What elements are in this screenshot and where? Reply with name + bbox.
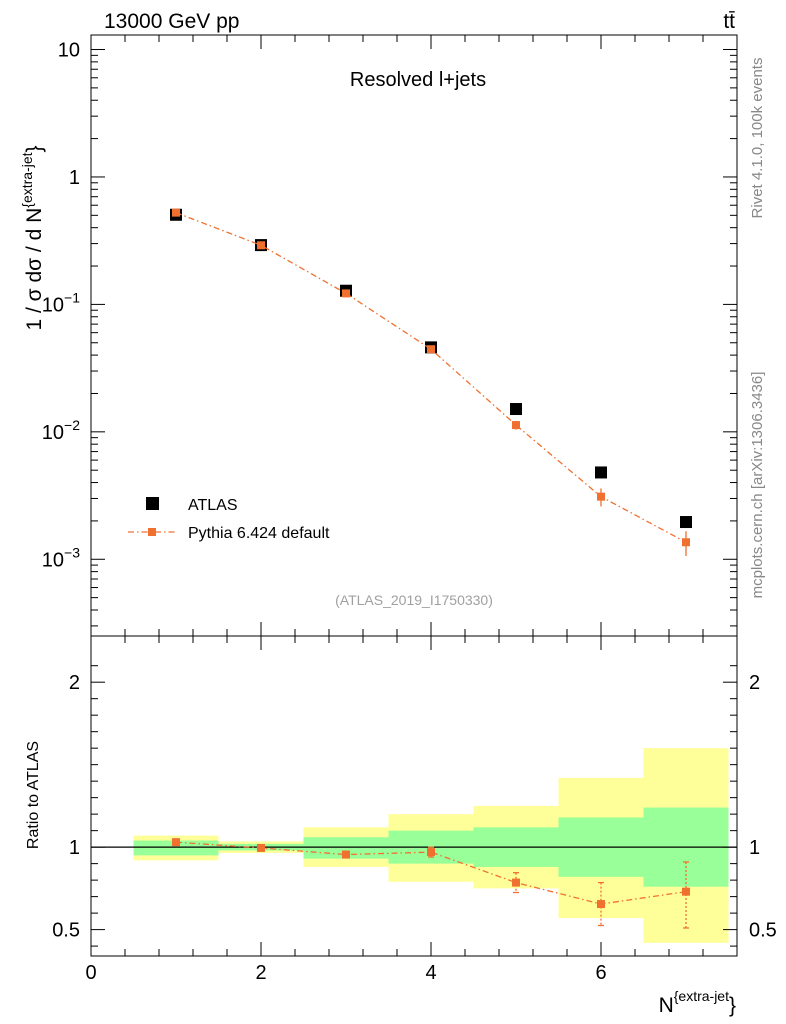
- ratio-axis-ticks: [90, 636, 737, 956]
- main-series: [170, 208, 692, 557]
- x-tick-label: 6: [595, 962, 606, 984]
- x-axis-label-suffix: }: [729, 994, 736, 1017]
- main-axis-ticks: [90, 35, 737, 636]
- x-tick-labels: 0 2 4 6: [85, 962, 606, 984]
- legend-pythia-label: Pythia 6.424 default: [188, 525, 330, 542]
- ratio-data-point: [257, 843, 265, 852]
- process-label: tt̄: [723, 10, 735, 33]
- pythia-data-point: [172, 208, 180, 217]
- tick-mantissa: 10: [42, 422, 64, 444]
- chart-title: Resolved l+jets: [350, 69, 486, 91]
- main-y-tick-label: 10−3: [42, 544, 80, 571]
- analysis-watermark: (ATLAS_2019_I1750330): [335, 592, 493, 608]
- mcplots-label: mcplots.cern.ch [arXiv:1306.3436]: [749, 372, 766, 599]
- tick-exponent: −2: [64, 417, 80, 433]
- tick-exponent: −3: [64, 544, 80, 560]
- ratio-y-tick-label-right: 2: [749, 672, 760, 694]
- atlas-data-point: [510, 403, 522, 416]
- ratio-data-point: [172, 838, 180, 847]
- pythia-data-point: [597, 492, 605, 501]
- main-y-axis-label-text: 1 / σ dσ / d N: [23, 208, 46, 331]
- x-tick-label: 2: [255, 962, 266, 984]
- rivet-version-label: Rivet 4.1.0, 100k events: [749, 58, 766, 219]
- pythia-line: [175, 212, 687, 543]
- x-axis-label-sup: {extra-jet: [674, 988, 729, 1004]
- main-y-tick-label: 10−1: [42, 289, 80, 316]
- pythia-data-point: [342, 289, 350, 298]
- main-y-tick-label: 1: [69, 167, 80, 189]
- ratio-plot-frame: [90, 635, 738, 957]
- legend-atlas-marker: [146, 497, 159, 510]
- ratio-y-tick-label-right: 0.5: [749, 920, 777, 942]
- x-axis-label: N{extra-jet}: [659, 988, 736, 1017]
- pythia-data-point: [512, 421, 520, 430]
- atlas-data-point: [680, 516, 692, 529]
- main-y-axis-label-suffix: }: [23, 145, 46, 152]
- atlas-data-point: [595, 466, 607, 479]
- x-tick-label: 0: [85, 962, 96, 984]
- ratio-y-tick-label-right: 1: [749, 837, 760, 859]
- ratio-series: [172, 838, 690, 929]
- ratio-data-point: [512, 878, 520, 887]
- main-plot-frame: [90, 34, 738, 637]
- ratio-y-tick-label: 2: [69, 672, 80, 694]
- pythia-data-point: [257, 241, 265, 250]
- ratio-bands: [91, 748, 737, 943]
- legend-atlas-label: ATLAS: [188, 497, 238, 514]
- ratio-data-point: [427, 848, 435, 857]
- x-tick-label: 4: [425, 962, 436, 984]
- ratio-y-tick-labels: 0.5 0.5 1 1 2 2: [52, 672, 777, 941]
- main-y-axis-label-sup: {extra-jet: [19, 152, 35, 207]
- ratio-data-point: [597, 900, 605, 909]
- pythia-data-point: [427, 345, 435, 354]
- tick-exponent: −1: [64, 289, 80, 305]
- ratio-y-tick-label: 0.5: [52, 920, 80, 942]
- ratio-data-point: [682, 887, 690, 896]
- ratio-y-tick-label: 1: [69, 837, 80, 859]
- main-y-tick-label: 10: [58, 40, 80, 62]
- tick-mantissa: 10: [42, 294, 64, 316]
- pythia-data-point: [682, 538, 690, 547]
- energy-label: 13000 GeV pp: [104, 10, 239, 33]
- x-axis-label-base: N: [659, 994, 674, 1017]
- legend-pythia-marker: [148, 528, 156, 536]
- main-y-axis-label: 1 / σ dσ / d N{extra-jet}: [19, 145, 46, 330]
- main-y-tick-label: 10−2: [42, 417, 80, 444]
- tick-mantissa: 10: [42, 549, 64, 571]
- ratio-data-point: [342, 850, 350, 859]
- ratio-band-inner: [133, 840, 219, 856]
- ratio-y-axis-label: Ratio to ATLAS: [25, 741, 42, 849]
